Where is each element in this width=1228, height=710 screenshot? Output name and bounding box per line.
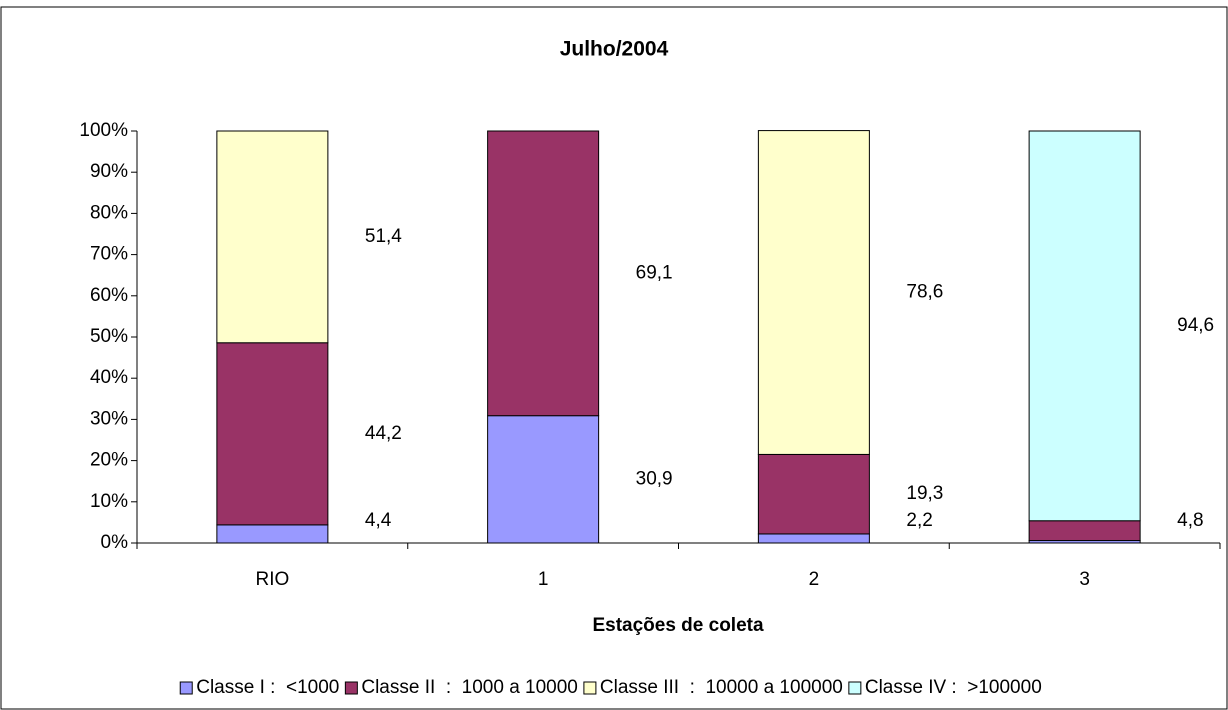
data-label: 51,4: [365, 226, 402, 247]
x-tick-label: RIO: [255, 569, 289, 590]
legend-label: Classe IV : >100000: [865, 677, 1042, 698]
bar-segment: [1028, 130, 1141, 522]
y-tick-label: 20%: [90, 450, 128, 471]
y-tick-label: 60%: [90, 285, 128, 306]
bar-segment: [216, 524, 329, 544]
y-tick-label: 40%: [90, 367, 128, 388]
legend-swatch: [848, 681, 862, 695]
data-label: 94,6: [1177, 315, 1214, 336]
y-tick-label: 70%: [90, 244, 128, 265]
y-tick-label: 90%: [90, 161, 128, 182]
bar-segment: [757, 453, 870, 535]
data-label: 4,8: [1177, 510, 1203, 531]
legend-label: Classe I : <1000: [196, 677, 339, 698]
x-tick-label: 2: [809, 569, 820, 590]
y-tick-label: 30%: [90, 408, 128, 429]
legend-label: Classe II : 1000 a 10000: [361, 677, 578, 698]
legend-swatch: [179, 681, 193, 695]
data-label: 4,4: [365, 510, 392, 531]
legend-swatch: [583, 681, 597, 695]
y-tick-label: 80%: [90, 202, 128, 223]
x-axis-title: Estações de coleta: [592, 615, 764, 636]
legend-swatch: [344, 681, 358, 695]
bar-segment: [757, 130, 870, 455]
y-tick-label: 10%: [90, 491, 128, 512]
bar-segment: [216, 130, 329, 344]
bar-segment: [487, 415, 600, 544]
legend-label: Classe III : 10000 a 100000: [600, 677, 843, 698]
bar-segment: [216, 342, 329, 526]
data-label: 19,3: [906, 483, 943, 504]
data-label: 30,9: [636, 468, 673, 489]
bar-segment: [1028, 520, 1141, 542]
y-tick-label: 0%: [101, 532, 129, 553]
chart-title: Julho/2004: [560, 38, 669, 61]
y-tick-label: 100%: [79, 120, 128, 141]
data-label: 44,2: [365, 423, 402, 444]
bar-segment: [487, 130, 600, 417]
data-label: 2,2: [906, 510, 932, 531]
data-label: 69,1: [636, 262, 673, 283]
bar-segment: [757, 533, 870, 544]
x-tick-label: 3: [1079, 569, 1090, 590]
chart-border: [0, 6, 1228, 710]
x-tick-label: 1: [538, 569, 549, 590]
data-label: 78,6: [906, 282, 943, 303]
y-tick-label: 50%: [90, 326, 128, 347]
